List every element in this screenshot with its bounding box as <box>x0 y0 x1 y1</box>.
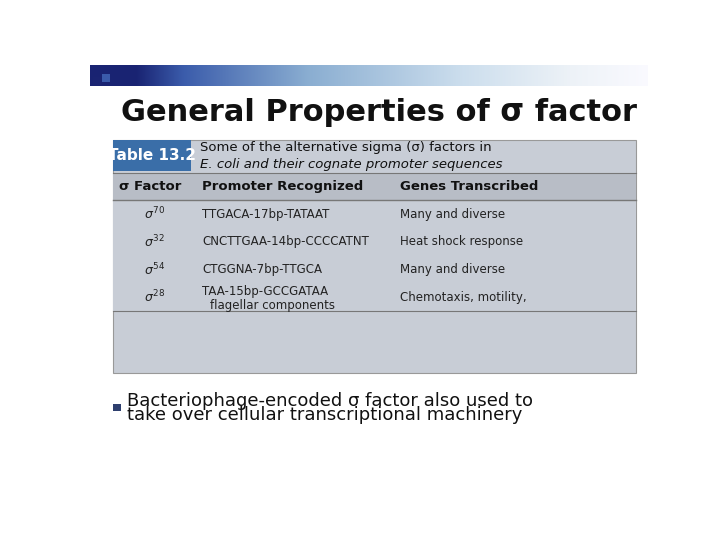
FancyBboxPatch shape <box>113 284 636 311</box>
Text: Some of the alternative sigma (σ) factors in: Some of the alternative sigma (σ) factor… <box>200 141 492 154</box>
Text: Promoter Recognized: Promoter Recognized <box>202 180 364 193</box>
Text: Chemotaxis, motility,: Chemotaxis, motility, <box>400 291 526 304</box>
Text: TTGACA-17bp-TATAAT: TTGACA-17bp-TATAAT <box>202 208 330 221</box>
FancyBboxPatch shape <box>102 74 110 82</box>
Text: $\sigma^{28}$: $\sigma^{28}$ <box>144 289 165 306</box>
FancyBboxPatch shape <box>113 140 636 373</box>
FancyBboxPatch shape <box>113 256 636 284</box>
Text: $\sigma^{54}$: $\sigma^{54}$ <box>144 261 165 278</box>
FancyBboxPatch shape <box>113 173 636 200</box>
Text: Many and diverse: Many and diverse <box>400 263 505 276</box>
FancyBboxPatch shape <box>113 200 636 228</box>
Text: $\sigma^{70}$: $\sigma^{70}$ <box>144 206 165 222</box>
Text: CNCTTGAA-14bp-CCCCATNT: CNCTTGAA-14bp-CCCCATNT <box>202 235 369 248</box>
Text: TAA-15bp-GCCGATAA: TAA-15bp-GCCGATAA <box>202 285 328 298</box>
Text: take over cellular transcriptional machinery: take over cellular transcriptional machi… <box>127 406 523 424</box>
FancyBboxPatch shape <box>113 140 191 171</box>
FancyBboxPatch shape <box>113 403 121 411</box>
Text: Bacteriophage-encoded σ factor also used to: Bacteriophage-encoded σ factor also used… <box>127 392 534 409</box>
Text: E. coli and their cognate promoter sequences: E. coli and their cognate promoter seque… <box>200 158 503 171</box>
Text: flagellar components: flagellar components <box>210 299 335 312</box>
FancyBboxPatch shape <box>93 77 101 85</box>
Text: CTGGNA-7bp-TTGCA: CTGGNA-7bp-TTGCA <box>202 263 323 276</box>
Text: σ Factor: σ Factor <box>120 180 182 193</box>
FancyBboxPatch shape <box>113 228 636 256</box>
Text: Genes Transcribed: Genes Transcribed <box>400 180 539 193</box>
Text: Heat shock response: Heat shock response <box>400 235 523 248</box>
Text: Many and diverse: Many and diverse <box>400 208 505 221</box>
Text: Table 13.2: Table 13.2 <box>108 148 196 163</box>
Text: $\sigma^{32}$: $\sigma^{32}$ <box>144 234 165 250</box>
Text: General Properties of σ factor: General Properties of σ factor <box>121 98 636 127</box>
